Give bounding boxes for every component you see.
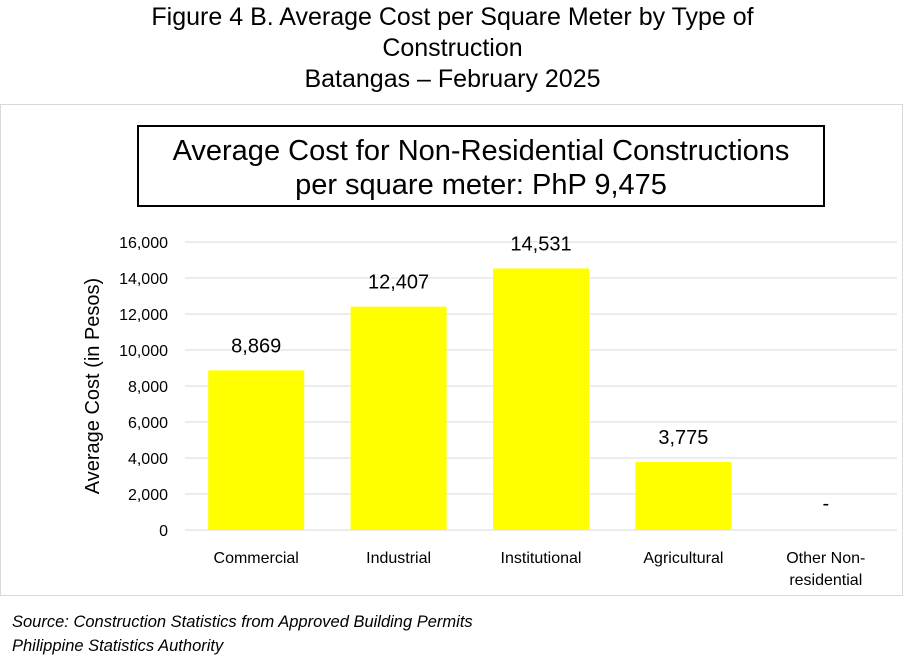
y-tick-label: 16,000 xyxy=(119,235,168,252)
bar xyxy=(350,306,447,530)
x-tick-label: Agricultural xyxy=(643,550,723,567)
source-line-1: Source: Construction Statistics from App… xyxy=(12,613,473,631)
x-tick-label: Industrial xyxy=(366,550,431,567)
bar xyxy=(208,370,305,530)
y-tick-label: 0 xyxy=(159,523,168,540)
x-tick-label: Commercial xyxy=(214,550,299,567)
x-tick-label: Other Non- xyxy=(786,550,865,567)
x-tick-label: Institutional xyxy=(501,550,582,567)
y-axis-title: Average Cost (in Pesos) xyxy=(82,278,104,494)
figure-title-line-3: Batangas – February 2025 xyxy=(304,65,601,93)
y-tick-label: 2,000 xyxy=(128,487,168,504)
data-label: 14,531 xyxy=(510,233,571,255)
y-tick-label: 14,000 xyxy=(119,271,168,288)
figure-title-line-2: Construction xyxy=(382,34,523,62)
y-tick-label: 4,000 xyxy=(128,451,168,468)
data-label: 3,775 xyxy=(658,427,708,449)
figure-title: Figure 4 B. Average Cost per Square Mete… xyxy=(0,2,905,95)
source-note: Source: Construction Statistics from App… xyxy=(12,610,473,658)
bar xyxy=(493,268,589,530)
data-label: - xyxy=(822,493,829,515)
data-label: 12,407 xyxy=(368,272,429,294)
y-tick-label: 8,000 xyxy=(128,379,168,396)
average-cost-callout: Average Cost for Non-Residential Constru… xyxy=(137,125,825,207)
y-tick-label: 6,000 xyxy=(128,415,168,432)
bar xyxy=(635,462,732,530)
y-tick-label: 10,000 xyxy=(119,343,168,360)
callout-line-1: Average Cost for Non-Residential Constru… xyxy=(172,135,790,167)
x-tick-label: residential xyxy=(789,572,862,589)
chart-area xyxy=(0,104,903,596)
figure-title-line-1: Figure 4 B. Average Cost per Square Mete… xyxy=(151,3,754,31)
callout-line-2: per square meter: PhP 9,475 xyxy=(295,169,667,201)
y-tick-label: 12,000 xyxy=(119,307,168,324)
data-label: 8,869 xyxy=(231,335,281,357)
source-line-2: Philippine Statistics Authority xyxy=(12,637,224,655)
